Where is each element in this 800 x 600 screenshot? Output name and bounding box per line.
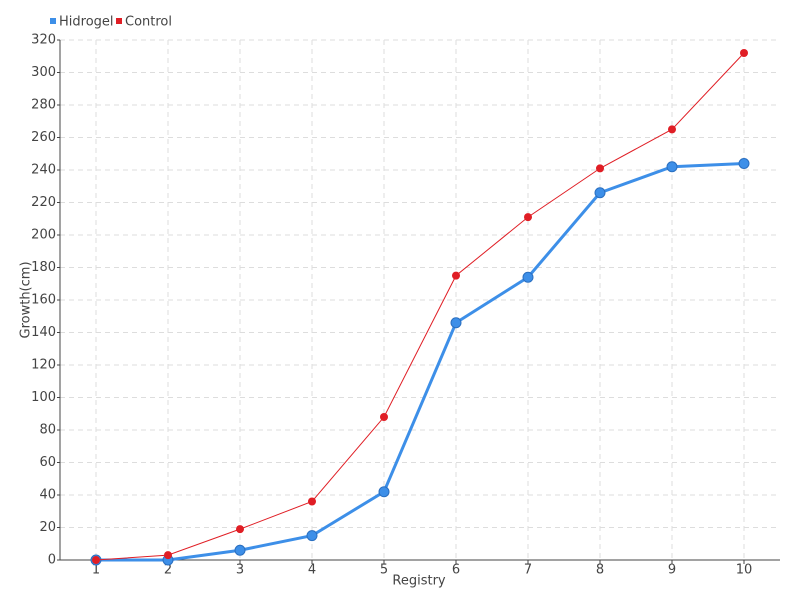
x-tick-label: 7 xyxy=(524,563,532,578)
data-point xyxy=(236,525,244,534)
data-point xyxy=(738,158,750,169)
y-tick-label: 320 xyxy=(31,33,56,48)
data-point xyxy=(306,530,318,542)
x-tick-label: 5 xyxy=(380,563,388,578)
data-point xyxy=(164,551,172,560)
data-point xyxy=(308,497,316,506)
data-point xyxy=(596,164,604,173)
data-point xyxy=(450,317,462,329)
data-point xyxy=(522,271,534,283)
x-tick-label: 10 xyxy=(736,563,753,578)
y-tick-label: 120 xyxy=(31,358,56,373)
x-tick-label: 6 xyxy=(452,563,460,578)
y-tick-label: 260 xyxy=(31,130,56,145)
x-tick-label: 8 xyxy=(596,563,604,578)
y-tick-label: 240 xyxy=(31,163,56,178)
data-point xyxy=(524,213,532,222)
series-line xyxy=(96,162,745,562)
x-tick-label: 3 xyxy=(236,563,244,578)
series-line xyxy=(95,52,745,561)
data-point xyxy=(234,544,246,556)
y-tick-label: 180 xyxy=(31,260,56,275)
y-tick-label: 20 xyxy=(39,520,56,535)
y-tick-label: 220 xyxy=(31,195,56,210)
x-tick-label: 4 xyxy=(308,563,316,578)
data-point xyxy=(92,556,100,564)
y-tick-label: 200 xyxy=(31,228,56,243)
y-axis-label: Growth(cm) xyxy=(19,261,34,338)
y-tick-label: 300 xyxy=(31,65,56,80)
y-tick-label: 60 xyxy=(39,455,56,470)
y-tick-label: 0 xyxy=(48,553,56,568)
y-tick-label: 80 xyxy=(39,423,56,438)
y-tick-label: 40 xyxy=(39,488,56,503)
legend-swatch xyxy=(116,18,122,24)
x-tick-label: 1 xyxy=(92,563,100,578)
x-tick-label: 2 xyxy=(164,563,172,578)
x-axis-label: Registry xyxy=(392,574,446,589)
data-point xyxy=(668,125,676,134)
data-point xyxy=(594,187,606,199)
x-tick-label: 9 xyxy=(668,563,676,578)
y-tick-label: 160 xyxy=(31,293,56,308)
data-point xyxy=(380,413,388,421)
y-tick-label: 140 xyxy=(31,325,56,340)
data-point xyxy=(740,49,748,57)
legend-label: Hidrogel xyxy=(59,15,114,30)
data-point xyxy=(452,271,460,280)
y-tick-label: 280 xyxy=(31,98,56,113)
y-tick-label: 100 xyxy=(31,390,56,405)
data-point xyxy=(378,486,390,498)
legend-swatch xyxy=(50,18,56,24)
legend-label: Control xyxy=(125,15,172,30)
data-point xyxy=(666,161,678,173)
